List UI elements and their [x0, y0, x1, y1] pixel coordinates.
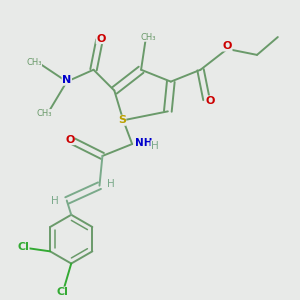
Text: CH₃: CH₃: [141, 33, 156, 42]
Text: CH₃: CH₃: [37, 109, 52, 118]
Text: O: O: [96, 34, 106, 44]
Text: H: H: [151, 140, 158, 151]
Text: NH: NH: [135, 139, 153, 148]
Text: S: S: [118, 115, 126, 125]
Text: N: N: [62, 75, 71, 85]
Text: H: H: [51, 196, 59, 206]
Text: O: O: [223, 41, 232, 51]
Text: Cl: Cl: [56, 287, 68, 297]
Text: CH₃: CH₃: [26, 58, 42, 67]
Text: O: O: [206, 96, 215, 106]
Text: O: O: [65, 135, 74, 145]
Text: Cl: Cl: [17, 242, 29, 252]
Text: H: H: [107, 179, 115, 189]
